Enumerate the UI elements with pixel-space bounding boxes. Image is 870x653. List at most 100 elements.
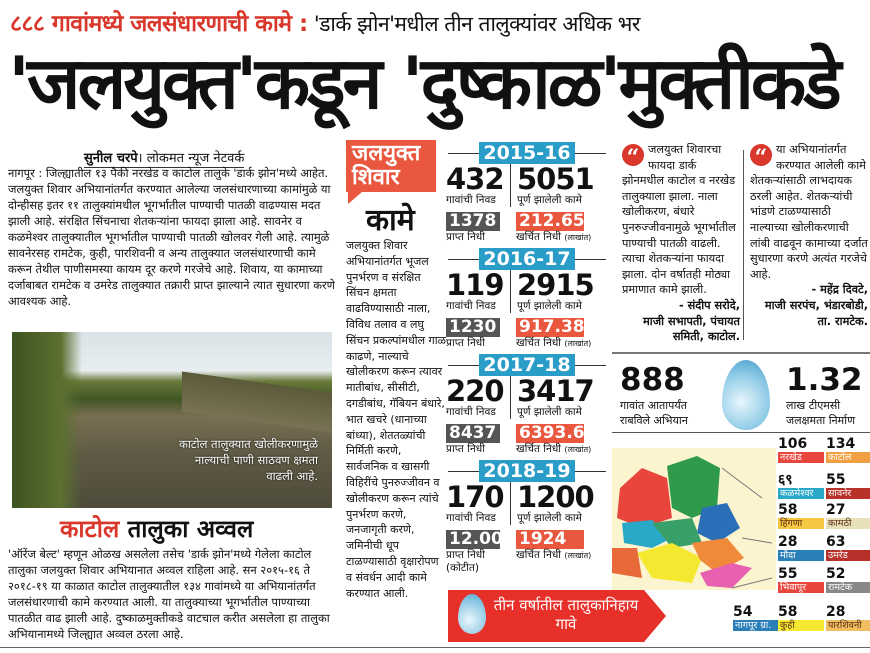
villages-label: गावांची निवड <box>446 406 496 418</box>
water-drop-icon <box>722 360 770 430</box>
byline: सुनील चरपे। लोकमत न्यूज नेटवर्क <box>84 148 245 168</box>
subheading-black: तालुका अव्वल <box>119 515 254 543</box>
taluka-value: 52 <box>826 566 846 582</box>
unit-label: (लाखांत) <box>564 339 592 348</box>
headline: 'जलयुक्त'कडून 'दुष्काळ'मुक्तीकडे <box>8 41 842 125</box>
works-label: पूर्ण झालेली कामे <box>517 512 582 524</box>
quote-text: या अभियानांतर्गत करण्यात आलेली कामे शेतक… <box>750 143 868 281</box>
taluka-item: 52 रामटेक <box>826 567 870 593</box>
source: । लोकमत न्यूज नेटवर्क <box>137 151 245 166</box>
taluka-item: 58 कुही <box>778 605 824 631</box>
taluka-name: काटोल <box>826 452 870 463</box>
taluka-name: कामठी <box>826 518 870 529</box>
quote-attribution: - संदीप सरोदे, माजी सभापती, पंचायत समिती,… <box>622 298 740 345</box>
year-block: 2015-16 432 गावांची निवड 5051 पूर्ण झालेली… <box>446 142 608 244</box>
total-villages: 888 <box>620 362 685 398</box>
taluka-banner: तीन वर्षातील तालुकानिहाय गावे <box>448 590 666 642</box>
villages-count: 432 <box>446 162 505 196</box>
funds-spent: 212.65 <box>516 212 585 231</box>
year-label: 2016-17 <box>479 248 575 270</box>
taluka-value: 58 <box>778 604 798 620</box>
photo-canal: काटोल तालुक्यात खोलीकरणामुळे नाल्याची पा… <box>12 332 332 508</box>
taluka-name: मौदा <box>778 550 824 561</box>
taluka-item: 106 नरखेड <box>778 437 824 463</box>
funds-received: 1230 <box>446 318 500 337</box>
unit-label: (लाखांत) <box>564 445 592 454</box>
kicker: ८८८ गावांमध्ये जलसंधारणाची कामे : 'डार्क… <box>10 6 640 38</box>
taluka-item: 58 हिंगणा <box>778 503 824 529</box>
works-title: कामे <box>366 203 415 238</box>
taluka-value: 106 <box>778 436 808 452</box>
banner-text: तीन वर्षातील तालुकानिहाय गावे <box>493 596 639 633</box>
taluka-name: हिंगणा <box>778 518 824 529</box>
subheading-red: काटोल <box>60 515 120 543</box>
taluka-value: 63 <box>826 534 846 550</box>
works-label: पूर्ण झालेली कामे <box>517 194 582 206</box>
funds-received: 8437 <box>446 424 500 443</box>
taluka-item: 63 उमरेड <box>826 535 870 561</box>
taluka-item: 55 भिवापूर <box>778 567 824 593</box>
subheading: काटोल तालुका अव्वल <box>60 512 253 545</box>
taluka-name: नागपूर ग्रा. <box>733 620 779 631</box>
quote-text: जलयुक्त शिवारचा फायदा डार्क झोनमधील काटो… <box>622 143 736 297</box>
spent-label: खर्चित निधी <box>516 231 562 243</box>
year-header: 2017-18 <box>446 354 608 376</box>
taluka-item: 55 सावनेर <box>826 473 870 499</box>
taluka-name: उमरेड <box>826 550 870 561</box>
works-label: पूर्ण झालेली कामे <box>517 406 582 418</box>
funds-spent: 917.38 <box>516 318 585 337</box>
taluka-value: 55 <box>826 472 846 488</box>
villages-label: गावांची निवड <box>446 512 496 524</box>
quote-role: माजी सभापती, पंचायत समिती, काटोल. <box>643 314 740 344</box>
district-map <box>612 448 776 590</box>
taluka-value: ६९ <box>778 472 793 488</box>
villages-count: 119 <box>446 268 505 302</box>
year-block: 2018-19 170 गावांची निवड 1200 पूर्ण झालेली… <box>446 460 608 575</box>
yearly-stats: 2015-16 432 गावांची निवड 5051 पूर्ण झालेली… <box>446 138 608 575</box>
year-header: 2016-17 <box>446 248 608 270</box>
taluka-item: 134 काटोल <box>826 437 870 463</box>
taluka-value: 28 <box>826 604 846 620</box>
photo-caption: काटोल तालुक्यात खोलीकरणामुळे नाल्याची पा… <box>179 437 318 483</box>
taluka-name: कुही <box>778 620 824 631</box>
funds-spent: 6393.62 <box>516 424 596 443</box>
funds-received: 12.00 <box>446 530 503 549</box>
total-capacity-label: लाख टीएमसी जलक्षमता निर्माण <box>786 399 856 427</box>
year-block: 2016-17 119 गावांची निवड 2915 पूर्ण झालेली… <box>446 248 608 350</box>
received-label: प्राप्त निधी <box>446 231 485 243</box>
works-count: 5051 <box>517 162 595 196</box>
taluka-value: 134 <box>826 436 856 452</box>
quote-1: “जलयुक्त शिवारचा फायदा डार्क झोनमधील काट… <box>622 142 740 345</box>
funds-received: 1378 <box>446 212 500 231</box>
villages-label: गावांची निवड <box>446 194 496 206</box>
divider <box>743 150 744 340</box>
taluka-item: 28 पारशिवनी <box>826 605 870 631</box>
received-label: प्राप्त निधी <box>446 443 485 455</box>
works-count: 1200 <box>517 480 595 514</box>
taluka-name: रामटेक <box>826 582 870 593</box>
subheading-body: 'ऑरेंज बेल्ट' म्हणून ओळख असलेला तसेच 'डा… <box>8 547 330 641</box>
taluka-item: 27 कामठी <box>826 503 870 529</box>
author: सुनील चरपे <box>84 151 138 166</box>
divider <box>612 352 870 354</box>
spent-label: खर्चित निधी <box>516 443 562 455</box>
year-header: 2018-19 <box>446 460 608 482</box>
year-block: 2017-18 220 गावांची निवड 3417 पूर्ण झालेली… <box>446 354 608 456</box>
water-drop-icon <box>458 594 486 634</box>
villages-label: गावांची निवड <box>446 300 496 312</box>
year-header: 2015-16 <box>446 142 608 164</box>
divider <box>612 432 870 433</box>
taluka-name: सावनेर <box>826 488 870 499</box>
year-label: 2015-16 <box>479 142 575 164</box>
works-label: पूर्ण झालेली कामे <box>517 300 582 312</box>
taluka-name: कळमेश्वर <box>778 488 824 499</box>
works-body: जलयुक्त शिवार अभियानांतर्गत भूजल पुनर्भर… <box>346 239 446 600</box>
year-label: 2017-18 <box>479 354 575 376</box>
total-capacity: 1.32 <box>786 362 863 398</box>
quote-2: “या अभियानांतर्गत करण्यात आलेली कामे शेत… <box>750 142 868 329</box>
works-count: 3417 <box>517 374 595 408</box>
taluka-name: भिवापूर <box>778 582 824 593</box>
received-label: प्राप्त निधी <box>446 549 485 561</box>
quote-attribution: - महेंद्र दिवटे, माजी सरपंच, भंडारबोडी, त… <box>750 282 868 329</box>
quote-role: माजी सरपंच, भंडारबोडी, ता. रामटेक. <box>764 298 868 328</box>
